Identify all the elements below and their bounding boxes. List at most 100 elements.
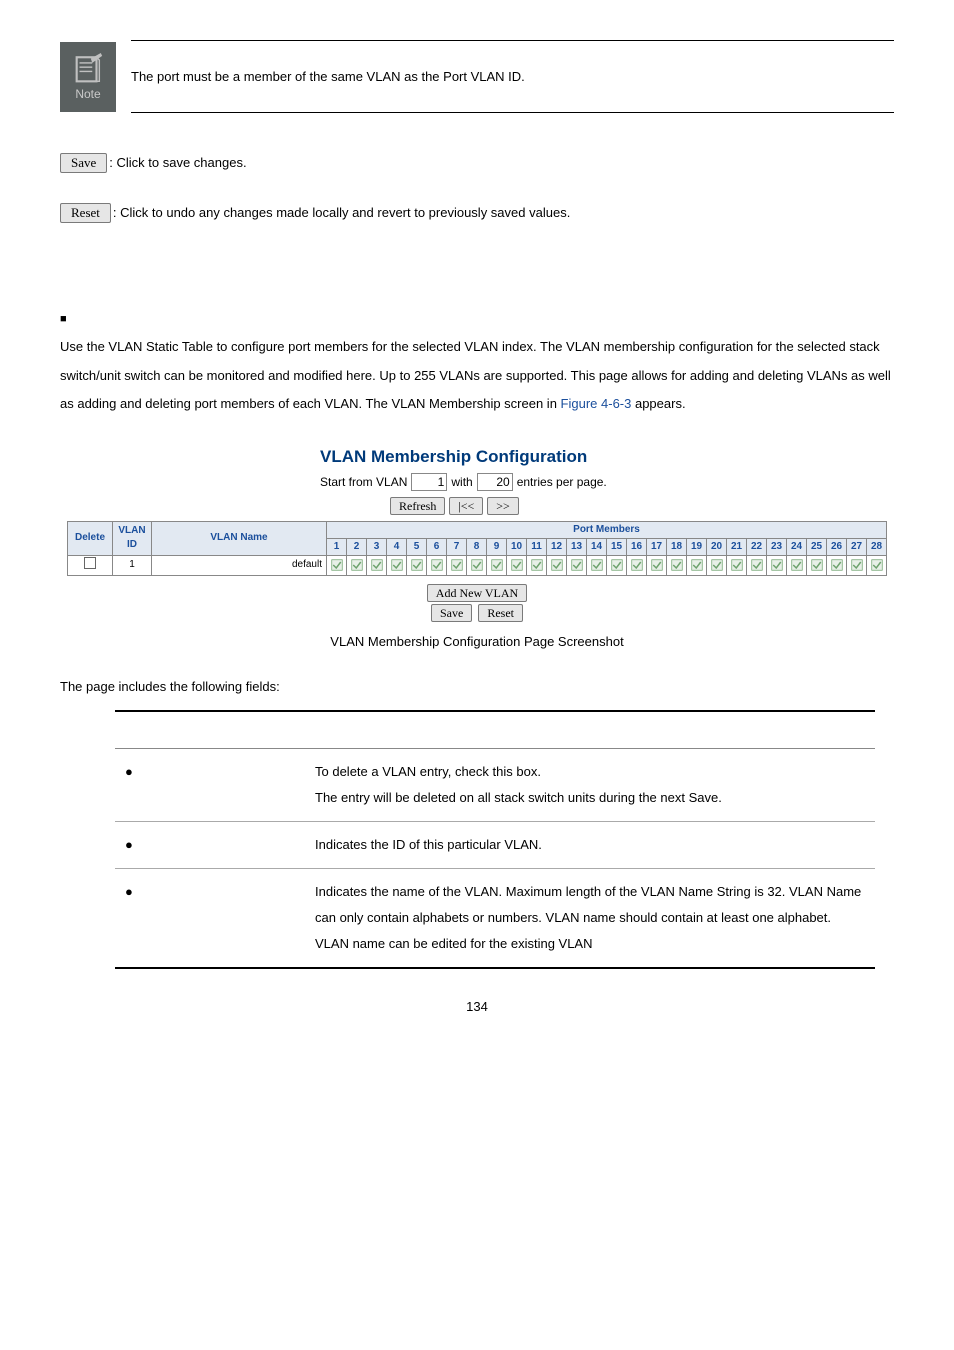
port-member-checkbox[interactable] xyxy=(327,555,347,575)
start-prefix: Start from VLAN xyxy=(320,475,407,489)
port-header: 21 xyxy=(727,538,747,555)
port-header: 10 xyxy=(507,538,527,555)
delete-checkbox[interactable] xyxy=(84,557,96,569)
port-header: 1 xyxy=(327,538,347,555)
save-button[interactable]: Save xyxy=(60,153,107,173)
chart-reset-button[interactable]: Reset xyxy=(478,604,523,622)
field-desc: Indicates the name of the VLAN. Maximum … xyxy=(305,868,875,968)
prev-button[interactable]: |<< xyxy=(449,497,483,515)
port-header: 12 xyxy=(547,538,567,555)
with-label: with xyxy=(451,475,472,489)
port-member-checkbox[interactable] xyxy=(387,555,407,575)
port-member-checkbox[interactable] xyxy=(547,555,567,575)
note-icon: Note xyxy=(60,42,116,112)
port-header: 4 xyxy=(387,538,407,555)
save-desc-row: Save: Click to save changes. xyxy=(60,153,894,173)
port-member-checkbox[interactable] xyxy=(647,555,667,575)
fields-intro: The page includes the following fields: xyxy=(60,679,894,694)
field-desc: To delete a VLAN entry, check this box. … xyxy=(305,748,875,821)
field-bullet: ● xyxy=(115,868,305,968)
port-header: 24 xyxy=(787,538,807,555)
port-header: 25 xyxy=(807,538,827,555)
port-member-checkbox[interactable] xyxy=(767,555,787,575)
col-vlan-id: VLANID xyxy=(113,521,152,555)
port-header: 3 xyxy=(367,538,387,555)
port-member-checkbox[interactable] xyxy=(827,555,847,575)
port-member-checkbox[interactable] xyxy=(407,555,427,575)
port-member-checkbox[interactable] xyxy=(627,555,647,575)
port-member-checkbox[interactable] xyxy=(727,555,747,575)
port-header: 2 xyxy=(347,538,367,555)
entries-suffix: entries per page. xyxy=(517,475,607,489)
chart-caption: VLAN Membership Configuration Page Scree… xyxy=(60,634,894,649)
port-member-checkbox[interactable] xyxy=(607,555,627,575)
port-header: 26 xyxy=(827,538,847,555)
port-header: 22 xyxy=(747,538,767,555)
next-button[interactable]: >> xyxy=(487,497,519,515)
port-member-checkbox[interactable] xyxy=(487,555,507,575)
port-header: 15 xyxy=(607,538,627,555)
port-header: 16 xyxy=(627,538,647,555)
vlan-name-cell: default xyxy=(152,555,327,575)
notepad-icon xyxy=(71,53,105,87)
port-member-checkbox[interactable] xyxy=(587,555,607,575)
reset-desc-row: Reset: Click to undo any changes made lo… xyxy=(60,203,894,223)
add-new-vlan-button[interactable]: Add New VLAN xyxy=(427,584,527,602)
port-header: 28 xyxy=(867,538,887,555)
intro-body: Use the VLAN Static Table to configure p… xyxy=(60,339,891,411)
port-member-checkbox[interactable] xyxy=(527,555,547,575)
port-member-checkbox[interactable] xyxy=(787,555,807,575)
entries-input[interactable] xyxy=(477,473,513,491)
port-header: 6 xyxy=(427,538,447,555)
delete-cell[interactable] xyxy=(68,555,113,575)
figure-link[interactable]: Figure 4-6-3 xyxy=(561,396,632,411)
port-member-checkbox[interactable] xyxy=(427,555,447,575)
start-vlan-input[interactable] xyxy=(411,473,447,491)
chart-save-button[interactable]: Save xyxy=(431,604,472,622)
start-from-row: Start from VLAN with entries per page. xyxy=(320,473,894,491)
toolbar-row: Refresh |<< >> xyxy=(390,497,894,515)
port-header: 5 xyxy=(407,538,427,555)
port-member-checkbox[interactable] xyxy=(467,555,487,575)
note-label: Note xyxy=(75,87,100,101)
port-header: 8 xyxy=(467,538,487,555)
field-bullet: ● xyxy=(115,748,305,821)
port-member-checkbox[interactable] xyxy=(687,555,707,575)
port-member-checkbox[interactable] xyxy=(347,555,367,575)
field-desc: Indicates the ID of this particular VLAN… xyxy=(305,821,875,868)
note-text: The port must be a member of the same VL… xyxy=(131,40,894,113)
port-header: 11 xyxy=(527,538,547,555)
port-member-checkbox[interactable] xyxy=(667,555,687,575)
port-header: 9 xyxy=(487,538,507,555)
port-header: 13 xyxy=(567,538,587,555)
vlan-id-cell: 1 xyxy=(113,555,152,575)
field-bullet: ● xyxy=(115,821,305,868)
port-header: 18 xyxy=(667,538,687,555)
col-delete: Delete xyxy=(68,521,113,555)
port-member-checkbox[interactable] xyxy=(867,555,887,575)
port-header: 14 xyxy=(587,538,607,555)
save-desc-text: : Click to save changes. xyxy=(109,155,246,170)
port-header: 19 xyxy=(687,538,707,555)
port-member-checkbox[interactable] xyxy=(707,555,727,575)
port-header: 20 xyxy=(707,538,727,555)
port-member-checkbox[interactable] xyxy=(847,555,867,575)
port-member-checkbox[interactable] xyxy=(747,555,767,575)
port-member-checkbox[interactable] xyxy=(367,555,387,575)
reset-button[interactable]: Reset xyxy=(60,203,111,223)
port-member-checkbox[interactable] xyxy=(567,555,587,575)
chart-title: VLAN Membership Configuration xyxy=(320,447,894,467)
fields-table: ● To delete a VLAN entry, check this box… xyxy=(115,710,875,969)
port-member-checkbox[interactable] xyxy=(807,555,827,575)
port-member-checkbox[interactable] xyxy=(507,555,527,575)
col-port-members: Port Members xyxy=(327,521,887,538)
port-header: 7 xyxy=(447,538,467,555)
port-header: 23 xyxy=(767,538,787,555)
reset-desc-text: : Click to undo any changes made locally… xyxy=(113,205,570,220)
note-box: Note The port must be a member of the sa… xyxy=(60,40,894,113)
vlan-table: DeleteVLANIDVLAN NamePort Members1234567… xyxy=(67,521,887,576)
vlan-intro-text: Use the VLAN Static Table to configure p… xyxy=(60,333,894,419)
refresh-button[interactable]: Refresh xyxy=(390,497,445,515)
port-member-checkbox[interactable] xyxy=(447,555,467,575)
col-vlan-name: VLAN Name xyxy=(152,521,327,555)
